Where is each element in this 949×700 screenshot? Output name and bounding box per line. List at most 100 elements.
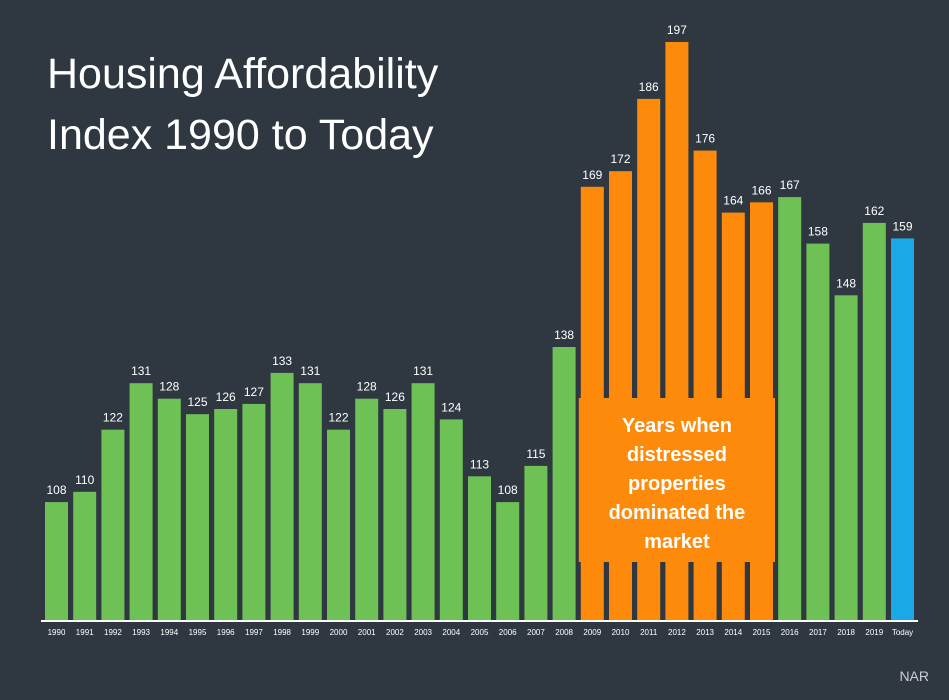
tick-label-2010: 2010 (612, 628, 630, 637)
tick-label-1994: 1994 (160, 628, 178, 637)
value-label-2009: 169 (582, 168, 602, 182)
value-label-2002: 126 (385, 390, 405, 404)
value-label-1991: 110 (75, 473, 94, 487)
value-label-2010: 172 (610, 152, 630, 166)
value-label-2003: 131 (413, 364, 433, 378)
tick-label-2018: 2018 (837, 628, 855, 637)
value-label-2015: 166 (751, 183, 771, 197)
bar-1991 (73, 491, 97, 621)
tick-label-2009: 2009 (583, 628, 601, 637)
bar-2008 (552, 347, 576, 621)
tick-label-1999: 1999 (301, 628, 319, 637)
value-label-2001: 128 (357, 380, 377, 394)
value-label-1992: 122 (103, 411, 123, 425)
tick-label-2000: 2000 (330, 628, 348, 637)
bar-2017 (806, 243, 830, 621)
bar-1995 (186, 414, 209, 621)
value-label-2017: 158 (808, 225, 828, 239)
value-label-2013: 176 (695, 132, 715, 146)
tick-label-1993: 1993 (132, 628, 150, 637)
value-label-2011: 186 (639, 80, 659, 94)
value-label-1990: 108 (46, 483, 66, 497)
bar-2000 (327, 429, 350, 621)
annotation-line-5: market (644, 531, 710, 553)
tick-label-2019: 2019 (865, 628, 883, 637)
title-line-2: Index 1990 to Today (47, 111, 434, 159)
bar-1994 (157, 398, 181, 621)
value-label-2007: 115 (526, 447, 545, 461)
bar-1990 (45, 502, 68, 621)
tick-label-2006: 2006 (499, 628, 517, 637)
value-label-2019: 162 (864, 204, 884, 218)
bar-2001 (355, 398, 379, 621)
bar-2016 (778, 197, 802, 621)
tick-label-1996: 1996 (217, 628, 235, 637)
chart-title: Housing Affordability Index 1990 to Toda… (47, 44, 438, 166)
value-label-2000: 122 (328, 411, 348, 425)
bar-1999 (298, 383, 322, 621)
value-label-1994: 128 (159, 380, 179, 394)
tick-label-2004: 2004 (442, 628, 460, 637)
value-label-2008: 138 (554, 328, 574, 342)
tick-label-2011: 2011 (640, 628, 658, 637)
annotation-box (578, 398, 775, 562)
value-label-2012: 197 (667, 23, 687, 37)
bar-2006 (496, 502, 520, 621)
bar-2019 (862, 222, 886, 621)
value-label-1995: 125 (187, 395, 207, 409)
annotation-line-1: Years when (622, 415, 732, 437)
value-label-2016: 167 (780, 178, 800, 192)
value-label-2014: 164 (723, 194, 743, 208)
tick-label-1997: 1997 (245, 628, 263, 637)
title-line-1: Housing Affordability (47, 50, 439, 98)
tick-label-2012: 2012 (668, 628, 686, 637)
tick-label-1991: 1991 (76, 628, 94, 637)
value-label-1996: 126 (216, 390, 236, 404)
tick-label-2013: 2013 (696, 628, 714, 637)
bar-1992 (101, 429, 125, 621)
bar-1998 (270, 372, 294, 621)
bar-2007 (524, 465, 548, 621)
value-label-1997: 127 (244, 385, 264, 399)
tick-label-Today: Today (892, 628, 913, 637)
bar-2004 (439, 419, 463, 621)
bar-1996 (214, 409, 238, 621)
value-label-2004: 124 (441, 400, 461, 414)
value-label-2005: 113 (470, 457, 489, 471)
value-label-Today: 159 (892, 219, 912, 233)
value-label-2018: 148 (836, 276, 856, 290)
tick-label-1998: 1998 (273, 628, 291, 637)
tick-label-1990: 1990 (48, 628, 66, 637)
tick-label-2014: 2014 (724, 628, 742, 637)
tick-label-1992: 1992 (104, 628, 122, 637)
axis-layer: 1990 1991 1992 1993 1994 1995 1996 1997 1998 1999… (41, 620, 918, 637)
value-label-1993: 131 (131, 364, 151, 378)
bar-2018 (834, 295, 858, 621)
bar-2003 (411, 383, 435, 621)
value-label-2006: 108 (498, 483, 518, 497)
tick-label-2001: 2001 (358, 628, 376, 637)
annotation-line-2: distressed (627, 444, 727, 466)
bars-layer: 108 110 122 131 128 125 126 127 133 131 122 128 126 1… (45, 23, 914, 622)
bar-1997 (242, 403, 266, 621)
tick-label-2002: 2002 (386, 628, 404, 637)
tick-label-1995: 1995 (189, 628, 207, 637)
tick-label-2003: 2003 (414, 628, 432, 637)
tick-label-2015: 2015 (753, 628, 771, 637)
source-label: NAR (899, 668, 929, 684)
tick-label-2007: 2007 (527, 628, 545, 637)
bar-2002 (383, 409, 407, 621)
value-label-1998: 133 (272, 354, 292, 368)
annotation-layer: Years when distressed properties dominated … (578, 398, 775, 562)
bar-Today (891, 238, 914, 621)
annotation-line-3: properties (628, 473, 726, 495)
annotation-line-4: dominated the (609, 502, 746, 524)
value-label-1999: 131 (300, 364, 320, 378)
bar-1993 (129, 383, 153, 621)
tick-label-2017: 2017 (809, 628, 827, 637)
tick-label-2008: 2008 (555, 628, 573, 637)
tick-label-2016: 2016 (781, 628, 799, 637)
bar-2005 (468, 476, 491, 622)
tick-label-2005: 2005 (471, 628, 489, 637)
